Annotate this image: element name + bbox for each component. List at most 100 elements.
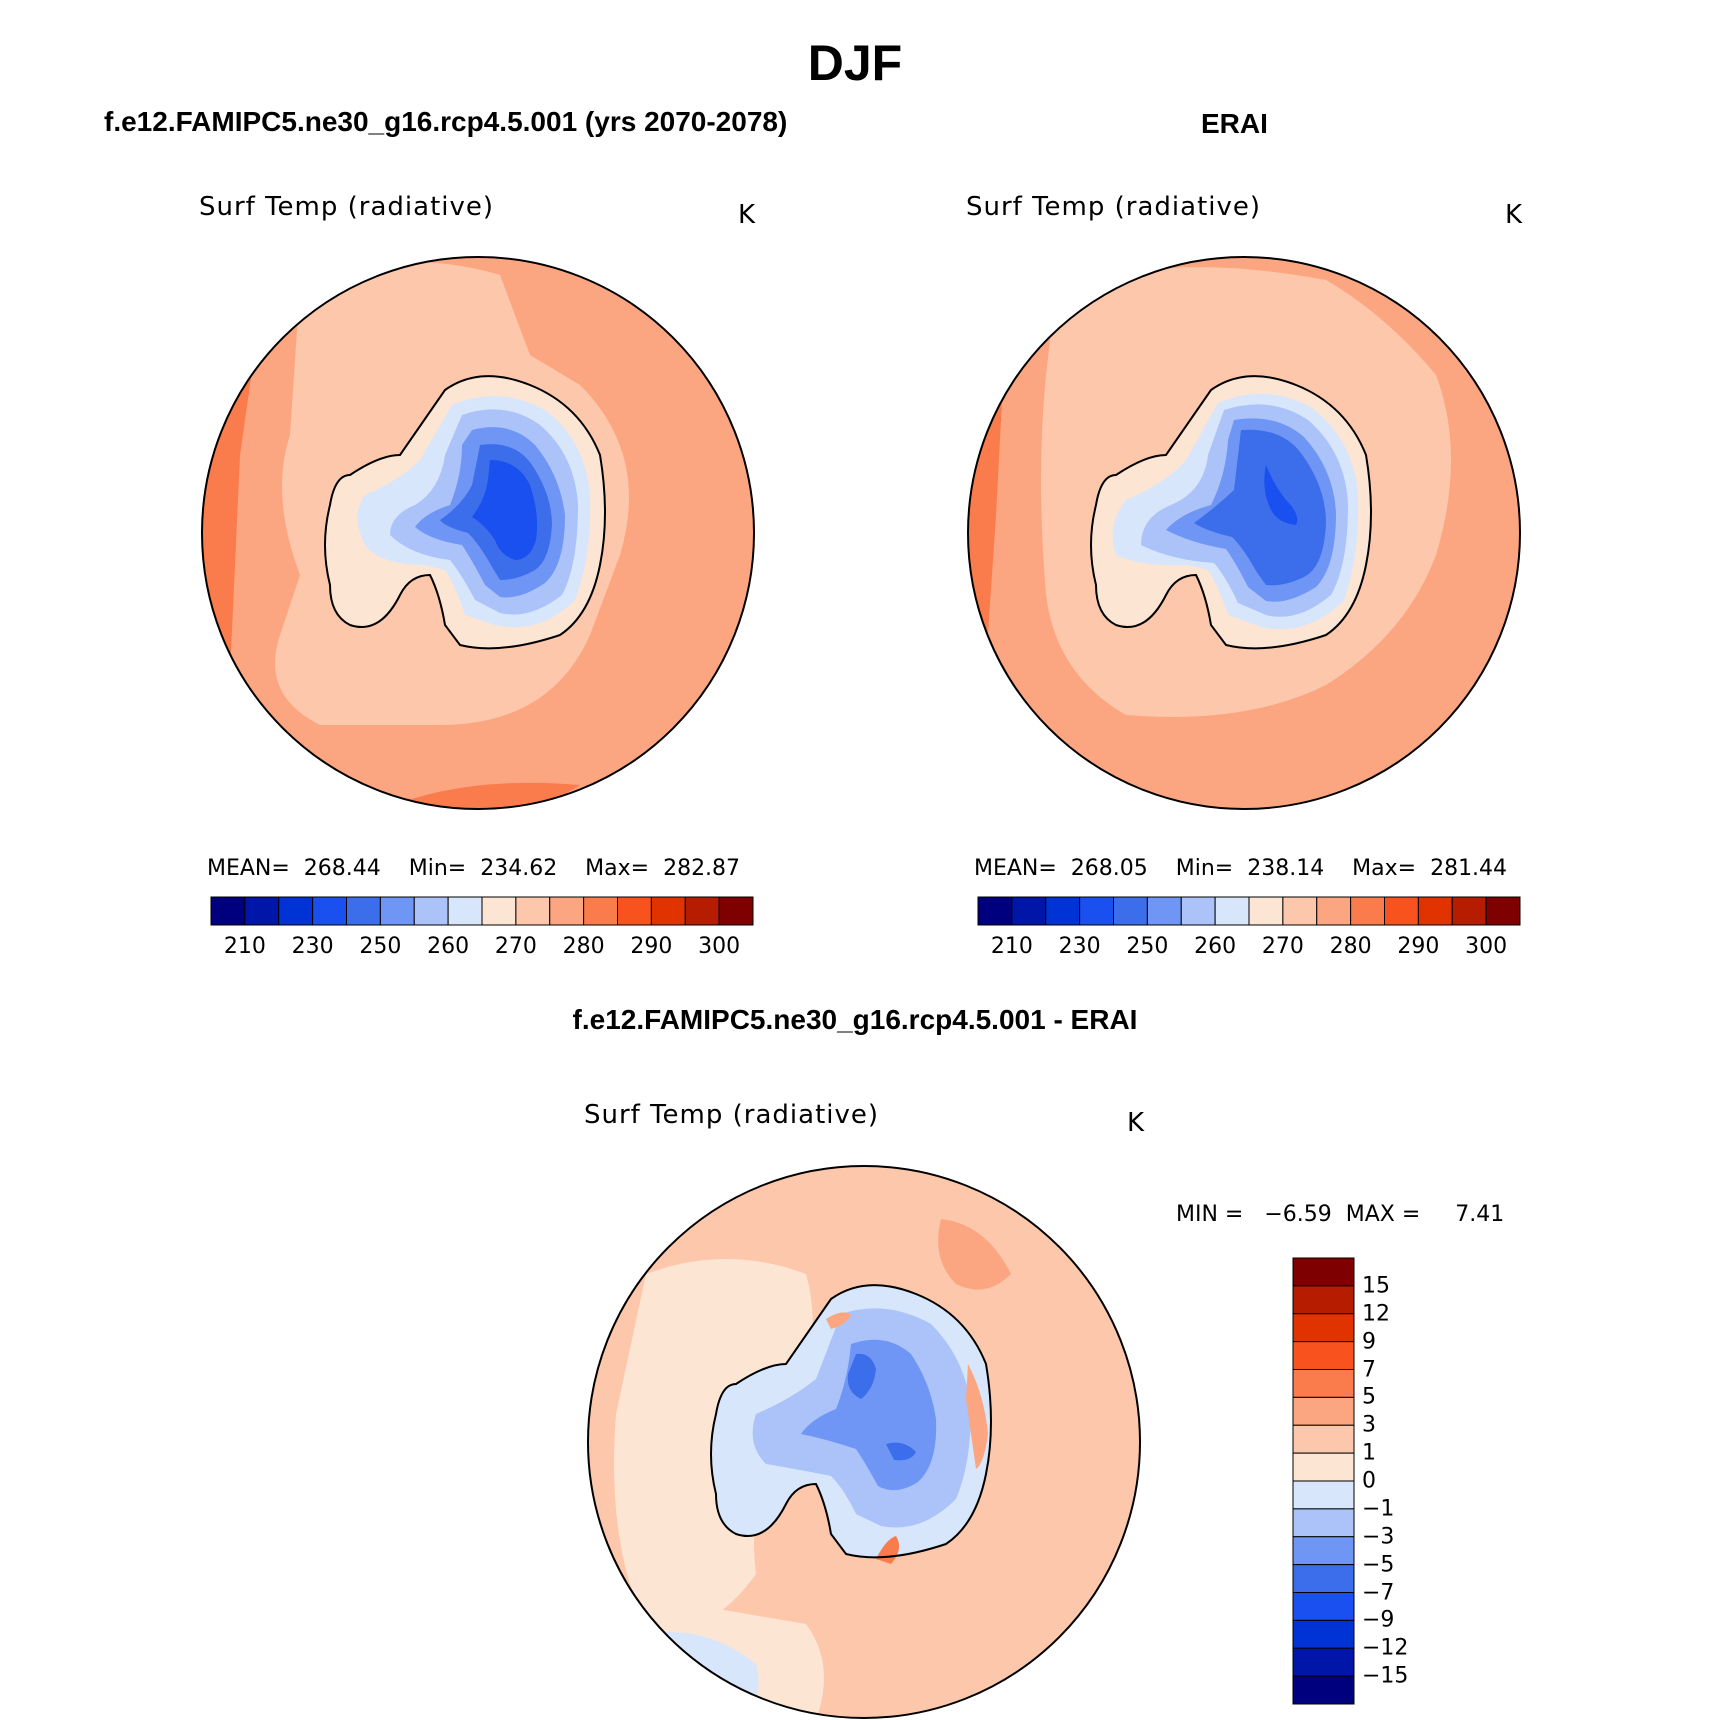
colorbar-tick-label: 9 xyxy=(1362,1329,1376,1355)
colorbar-tick-label: −9 xyxy=(1362,1607,1395,1633)
colorbar-tick-label: −12 xyxy=(1362,1635,1409,1661)
colorbar-box xyxy=(1079,896,1114,926)
colorbar-tick-label: −7 xyxy=(1362,1580,1395,1605)
colorbar-box xyxy=(1180,896,1216,926)
colorbar-tick-label: −15 xyxy=(1362,1663,1409,1689)
colorbar-diff xyxy=(1292,1257,1355,1705)
colorbar-tick-label: 260 xyxy=(427,934,470,959)
colorbar-box xyxy=(977,896,1013,926)
panel-title-obs: ERAI xyxy=(1201,108,1268,139)
colorbar-box xyxy=(1292,1564,1355,1593)
colorbar-box xyxy=(1292,1619,1355,1649)
panel-title-model: f.e12.FAMIPC5.ne30_g16.rcp4.5.001 (yrs 2… xyxy=(104,106,788,137)
colorbar-box xyxy=(1292,1285,1355,1315)
map-diff xyxy=(587,1165,1141,1719)
colorbar-tick-label: 230 xyxy=(1058,934,1101,959)
colorbar-tick-label: 280 xyxy=(562,934,605,959)
colorbar-tick-label: 290 xyxy=(630,934,673,959)
colorbar-box xyxy=(210,896,246,926)
colorbar-tick-label: 270 xyxy=(494,934,537,959)
colorbar-box xyxy=(1248,896,1284,926)
colorbar-box xyxy=(1282,896,1318,926)
colorbar-box xyxy=(413,896,449,926)
colorbar-ticks-model: 210 230 250 260 270 280 290 300 xyxy=(211,934,753,962)
colorbar-box xyxy=(1292,1424,1355,1454)
colorbar-box xyxy=(617,896,652,926)
colorbar-box xyxy=(379,896,415,926)
colorbar-box xyxy=(1292,1536,1355,1566)
colorbar-box xyxy=(1417,896,1453,926)
colorbar-box xyxy=(1214,896,1250,926)
colorbar-box xyxy=(1292,1452,1355,1482)
colorbar-tick-label: −3 xyxy=(1362,1524,1395,1550)
colorbar-box xyxy=(1292,1341,1355,1370)
stats-obs: MEAN= 268.05 Min= 238.14 Max= 281.44 xyxy=(974,856,1508,881)
units-label-obs: K xyxy=(1505,200,1524,230)
colorbar-box xyxy=(244,896,280,926)
colorbar-ticks-diff: 15 12 9 7 5 3 1 0 −1 −3 −5 −7 −9 −12 −15 xyxy=(1362,1258,1442,1704)
colorbar-tick-label: 7 xyxy=(1362,1357,1376,1382)
colorbar-tick-label: 15 xyxy=(1362,1273,1390,1299)
colorbar-box xyxy=(1485,896,1521,926)
colorbar-tick-label: 260 xyxy=(1194,934,1237,959)
colorbar-tick-label: 250 xyxy=(1126,934,1169,959)
colorbar-tick-label: 210 xyxy=(990,934,1033,959)
colorbar-tick-label: 1 xyxy=(1362,1440,1376,1466)
colorbar-tick-label: 0 xyxy=(1362,1468,1376,1494)
colorbar-box xyxy=(1292,1313,1355,1343)
colorbar-box xyxy=(346,896,381,926)
colorbar-box xyxy=(1292,1675,1355,1705)
units-label-model: K xyxy=(738,200,757,230)
colorbar-box xyxy=(1045,896,1081,926)
colorbar-box xyxy=(1316,896,1352,926)
colorbar-box xyxy=(718,896,754,926)
colorbar-tick-label: 230 xyxy=(291,934,334,959)
colorbar-tick-label: 3 xyxy=(1362,1412,1376,1438)
colorbar-box xyxy=(1292,1257,1355,1287)
stats-diff: MIN = −6.59 MAX = 7.41 xyxy=(1176,1202,1505,1227)
colorbar-tick-label: 210 xyxy=(223,934,266,959)
colorbar-tick-label: −1 xyxy=(1362,1496,1395,1522)
colorbar-box xyxy=(583,896,618,926)
colorbar-tick-label: 290 xyxy=(1397,934,1440,959)
colorbar-box xyxy=(1384,896,1419,926)
colorbar-box xyxy=(515,896,551,926)
colorbar-box xyxy=(1292,1508,1355,1538)
colorbar-tick-label: −5 xyxy=(1362,1552,1395,1578)
colorbar-box xyxy=(1292,1369,1355,1398)
colorbar-tick-label: 12 xyxy=(1362,1301,1390,1327)
variable-label-model: Surf Temp (radiative) xyxy=(199,192,495,222)
colorbar-obs xyxy=(977,896,1521,926)
map-model xyxy=(201,256,755,810)
colorbar-box xyxy=(1113,896,1148,926)
colorbar-tick-label: 280 xyxy=(1329,934,1372,959)
colorbar-box xyxy=(278,896,314,926)
colorbar-box xyxy=(1292,1396,1355,1426)
figure-title: DJF xyxy=(807,35,903,91)
colorbar-tick-label: 250 xyxy=(359,934,402,959)
variable-label-obs: Surf Temp (radiative) xyxy=(966,192,1262,222)
colorbar-tick-label: 300 xyxy=(698,934,741,959)
colorbar-box xyxy=(650,896,686,926)
colorbar-box xyxy=(1146,896,1182,926)
colorbar-ticks-obs: 210 230 250 260 270 280 290 300 xyxy=(978,934,1520,962)
colorbar-box xyxy=(481,896,517,926)
colorbar-tick-label: 270 xyxy=(1261,934,1304,959)
colorbar-box xyxy=(447,896,483,926)
stats-model: MEAN= 268.44 Min= 234.62 Max= 282.87 xyxy=(207,856,741,881)
colorbar-box xyxy=(1011,896,1047,926)
units-label-diff: K xyxy=(1127,1108,1146,1138)
colorbar-tick-label: 300 xyxy=(1465,934,1508,959)
colorbar-box xyxy=(1292,1480,1355,1510)
colorbar-box xyxy=(1292,1647,1355,1677)
colorbar-box xyxy=(684,896,720,926)
colorbar-model xyxy=(210,896,754,926)
colorbar-box xyxy=(1451,896,1487,926)
colorbar-box xyxy=(549,896,585,926)
colorbar-box xyxy=(1292,1592,1355,1621)
map-obs xyxy=(967,256,1521,810)
colorbar-tick-label: 5 xyxy=(1362,1384,1376,1410)
colorbar-box xyxy=(312,896,347,926)
variable-label-diff: Surf Temp (radiative) xyxy=(584,1100,880,1130)
panel-title-diff: f.e12.FAMIPC5.ne30_g16.rcp4.5.001 - ERAI xyxy=(572,1004,1138,1035)
